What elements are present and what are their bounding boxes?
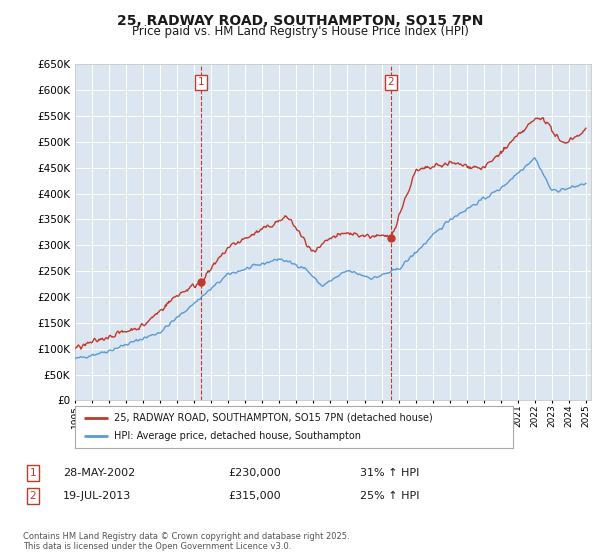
Text: 25, RADWAY ROAD, SOUTHAMPTON, SO15 7PN: 25, RADWAY ROAD, SOUTHAMPTON, SO15 7PN <box>117 14 483 28</box>
Text: 1: 1 <box>29 468 37 478</box>
Text: Price paid vs. HM Land Registry's House Price Index (HPI): Price paid vs. HM Land Registry's House … <box>131 25 469 38</box>
Text: 25, RADWAY ROAD, SOUTHAMPTON, SO15 7PN (detached house): 25, RADWAY ROAD, SOUTHAMPTON, SO15 7PN (… <box>115 413 433 423</box>
Text: 25% ↑ HPI: 25% ↑ HPI <box>360 491 419 501</box>
Text: 1: 1 <box>198 77 205 87</box>
Text: Contains HM Land Registry data © Crown copyright and database right 2025.
This d: Contains HM Land Registry data © Crown c… <box>23 532 349 552</box>
Text: 19-JUL-2013: 19-JUL-2013 <box>63 491 131 501</box>
Text: 31% ↑ HPI: 31% ↑ HPI <box>360 468 419 478</box>
Text: £230,000: £230,000 <box>228 468 281 478</box>
Text: HPI: Average price, detached house, Southampton: HPI: Average price, detached house, Sout… <box>115 431 361 441</box>
Text: 2: 2 <box>29 491 37 501</box>
Text: £315,000: £315,000 <box>228 491 281 501</box>
Text: 28-MAY-2002: 28-MAY-2002 <box>63 468 135 478</box>
Text: 2: 2 <box>388 77 394 87</box>
